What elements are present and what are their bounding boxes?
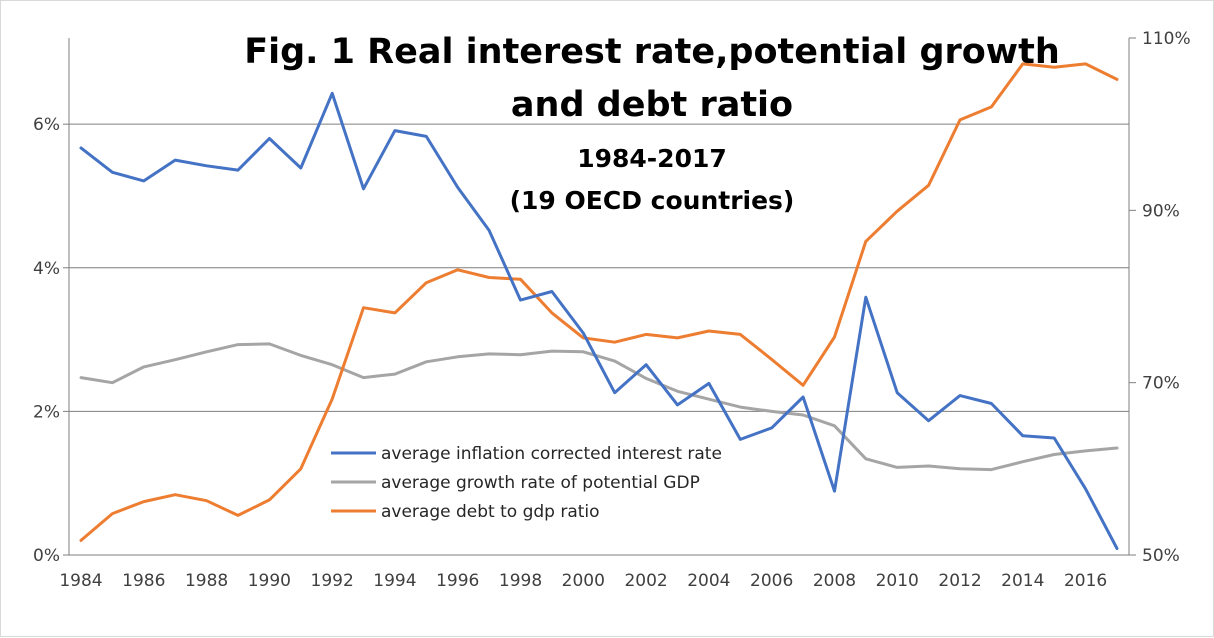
right-tick-label: 90% [1142, 201, 1180, 221]
left-axis-ticks: 0% 2% 4% 6% [33, 115, 60, 566]
right-tick-label: 70% [1142, 374, 1180, 394]
series-line-0 [79, 91, 1119, 550]
right-tick-label: 50% [1142, 546, 1180, 566]
x-tick-label: 2004 [687, 571, 730, 591]
x-tick-label: 1996 [436, 571, 479, 591]
x-tick-label: 2014 [1001, 571, 1044, 591]
x-tick-label: 2008 [813, 571, 856, 591]
x-tick-label: 1990 [248, 571, 291, 591]
right-tick-label: 110% [1142, 29, 1191, 49]
x-axis-ticks: 1984 1986 1988 1990 1992 1994 1996 1998 2000 2002… [59, 571, 1107, 591]
x-tick-label: 1986 [122, 571, 165, 591]
left-tick-label: 4% [33, 259, 60, 279]
x-tick-label: 1988 [185, 571, 228, 591]
title-line-2: and debt ratio [511, 85, 793, 125]
series-layer [79, 62, 1119, 550]
x-tick-label: 1984 [59, 571, 102, 591]
chart-title: Fig. 1 Real interest rate,potential grow… [244, 32, 1060, 215]
x-tick-label: 2002 [624, 571, 667, 591]
x-tick-label: 1994 [373, 571, 416, 591]
series-line-1 [79, 342, 1119, 472]
x-tick-label: 1992 [311, 571, 354, 591]
left-tick-label: 2% [33, 402, 60, 422]
x-tick-label: 2016 [1064, 571, 1107, 591]
subtitle-line-1: 1984-2017 [577, 144, 727, 173]
x-tick-label: 2000 [562, 571, 605, 591]
x-tick-label: 2010 [876, 571, 919, 591]
legend: average inflation corrected interest rat… [331, 444, 722, 522]
right-axis-ticks: 50% 70% 90% 110% [1142, 29, 1191, 566]
x-tick-label: 1998 [499, 571, 542, 591]
title-line-1: Fig. 1 Real interest rate,potential grow… [244, 32, 1060, 72]
left-tick-label: 6% [33, 115, 60, 135]
left-tick-label: 0% [33, 546, 60, 566]
series-line-2 [79, 62, 1119, 542]
legend-label: average inflation corrected interest rat… [381, 444, 722, 464]
x-tick-label: 2012 [938, 571, 981, 591]
subtitle-line-2: (19 OECD countries) [510, 186, 795, 215]
x-tick-label: 2006 [750, 571, 793, 591]
legend-label: average debt to gdp ratio [381, 502, 600, 522]
legend-label: average growth rate of potential GDP [381, 473, 700, 493]
gridlines [63, 37, 1136, 556]
